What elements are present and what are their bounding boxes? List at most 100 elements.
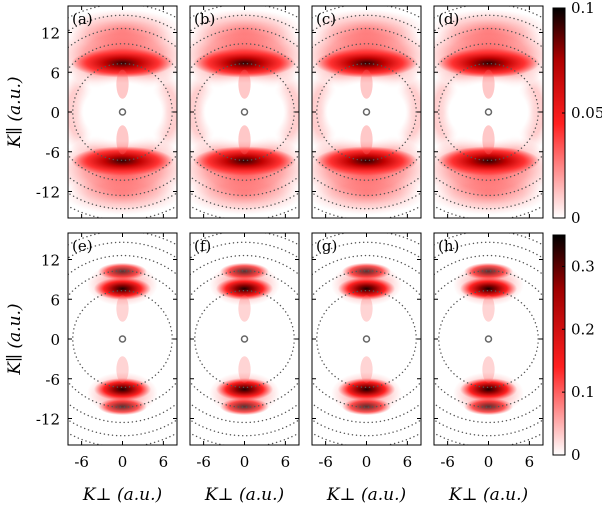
secondary-lobe	[341, 262, 392, 281]
x-tick-label: -6	[74, 453, 89, 471]
outer-halo	[434, 174, 543, 215]
panel-label: (b)	[194, 10, 215, 28]
y-tick-label: -12	[36, 411, 60, 429]
core-region	[68, 70, 177, 154]
axial-ridge	[360, 295, 373, 322]
y-tick-label: 12	[41, 25, 60, 43]
heatmap-panel	[68, 6, 177, 218]
panel-label: (f)	[194, 237, 211, 255]
dotted-circle	[438, 289, 539, 389]
x-tick-label: 0	[118, 453, 128, 471]
dotted-circle	[312, 254, 421, 424]
secondary-lobe	[341, 397, 392, 416]
heatmap-panel	[190, 233, 299, 445]
outer-halo	[312, 174, 421, 215]
outer-halo	[312, 9, 421, 50]
dark-lobe	[215, 277, 274, 300]
axial-ridge	[360, 69, 373, 99]
panel-label: (d)	[438, 10, 459, 28]
panel-label: (a)	[72, 10, 93, 28]
dark-lobe	[93, 277, 152, 300]
dark-lobe	[337, 378, 396, 401]
panel-label: (e)	[72, 237, 93, 255]
x-axis-label: K⊥ (a.u.)	[204, 485, 284, 505]
x-tick-label: -6	[196, 453, 211, 471]
axial-ridge	[482, 125, 495, 155]
axial-ridge	[116, 295, 129, 322]
origin-marker	[484, 335, 493, 343]
dark-lobe	[215, 378, 274, 401]
axial-ridge	[482, 69, 495, 99]
dotted-circle	[72, 62, 173, 162]
axial-ridge	[238, 125, 251, 155]
outer-halo	[190, 9, 299, 50]
dark-lobe	[315, 146, 418, 176]
colorbar-tick-label: 0.3	[571, 257, 595, 275]
dotted-circle	[316, 289, 417, 389]
origin-marker	[362, 108, 371, 116]
y-tick-label: 6	[50, 64, 60, 82]
dotted-circle	[190, 27, 299, 197]
colorbar-tick-label: 0.1	[571, 383, 595, 401]
y-tick-label: 0	[50, 104, 60, 122]
core-region	[312, 70, 421, 154]
axial-ridge	[482, 356, 495, 383]
axial-ridge	[482, 295, 495, 322]
colorbar-tick-label: 0	[571, 446, 581, 464]
dotted-circle	[438, 62, 539, 162]
axial-ridge	[238, 356, 251, 383]
axial-ridge	[238, 295, 251, 322]
axial-ridge	[360, 356, 373, 383]
colorbar-tick-label: 0.05	[571, 104, 602, 122]
dotted-circle	[68, 254, 177, 424]
y-axis-label: K∥ (a.u.)	[5, 76, 25, 148]
core-region	[434, 70, 543, 154]
outer-halo	[68, 9, 177, 50]
axial-ridge	[116, 125, 129, 155]
outer-halo	[190, 174, 299, 215]
heatmap-panel	[68, 233, 177, 445]
heatmap-panel	[190, 6, 299, 218]
x-axis-label: K⊥ (a.u.)	[326, 485, 406, 505]
dark-lobe	[459, 378, 518, 401]
secondary-lobe	[463, 262, 514, 281]
origin-marker	[118, 335, 127, 343]
dark-lobe	[71, 48, 174, 78]
secondary-lobe	[219, 262, 270, 281]
x-tick-label: 6	[403, 453, 413, 471]
x-tick-label: -6	[440, 453, 455, 471]
colorbar-tick-label: 0.1	[571, 0, 595, 17]
y-axis-label: K∥ (a.u.)	[5, 303, 25, 375]
dark-lobe	[193, 146, 296, 176]
dotted-circle	[68, 27, 177, 197]
origin-marker	[484, 108, 493, 116]
heatmap-panel	[312, 233, 421, 445]
secondary-lobe	[97, 397, 148, 416]
dark-lobe	[315, 48, 418, 78]
x-tick-label: 6	[281, 453, 291, 471]
dark-lobe	[437, 146, 540, 176]
core-region	[190, 70, 299, 154]
axial-ridge	[116, 69, 129, 99]
y-tick-label: 0	[50, 331, 60, 349]
secondary-lobe	[463, 397, 514, 416]
panel-label: (g)	[316, 237, 337, 255]
outer-halo	[434, 9, 543, 50]
y-tick-label: -6	[45, 371, 60, 389]
outer-halo	[68, 174, 177, 215]
dotted-circle	[72, 289, 173, 389]
y-tick-label: -12	[36, 184, 60, 202]
heatmap-panel	[312, 6, 421, 218]
colorbar-tick-label: 0.2	[571, 320, 595, 338]
heatmap-panel	[434, 233, 543, 445]
panel-label: (c)	[316, 10, 336, 28]
dotted-circle	[194, 62, 295, 162]
secondary-lobe	[219, 397, 270, 416]
axial-ridge	[116, 356, 129, 383]
y-tick-label: 6	[50, 291, 60, 309]
dark-lobe	[337, 277, 396, 300]
dotted-circle	[316, 62, 417, 162]
y-tick-label: -6	[45, 144, 60, 162]
x-tick-label: -6	[318, 453, 333, 471]
